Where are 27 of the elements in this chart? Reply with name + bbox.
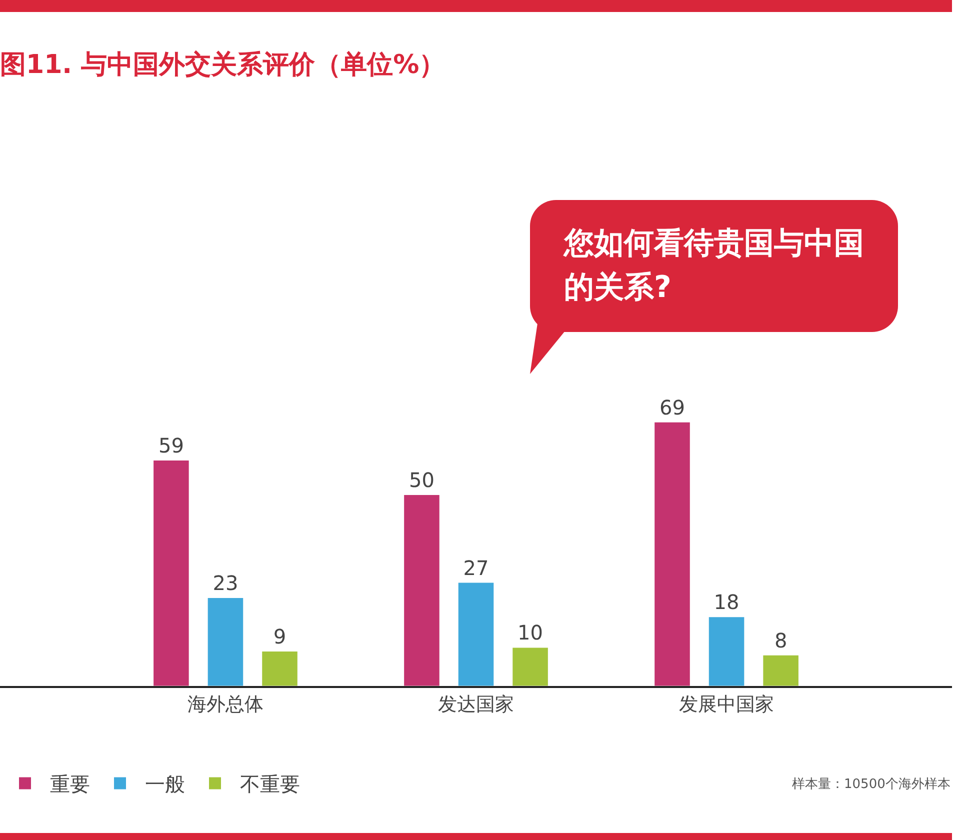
bar xyxy=(763,655,798,686)
data-label: 59 xyxy=(158,434,184,458)
data-label: 69 xyxy=(660,395,685,420)
bar xyxy=(458,582,494,686)
legend-label: 一般 xyxy=(145,772,185,796)
legend-label: 重要 xyxy=(50,772,90,796)
bar xyxy=(154,460,189,686)
data-label: 50 xyxy=(408,468,434,492)
data-label: 18 xyxy=(714,590,740,614)
bar xyxy=(708,617,744,686)
x-tick-label: 发展中国家 xyxy=(679,694,774,716)
legend-label: 不重要 xyxy=(240,772,300,796)
data-label: 27 xyxy=(463,556,489,580)
text: 样本量：10500个海外样本 xyxy=(792,777,950,792)
x-tick-label: 海外总体 xyxy=(187,694,264,716)
text: 您如何看待贵国与中国的关系? xyxy=(530,200,898,332)
bar xyxy=(654,422,690,686)
bar xyxy=(512,648,548,686)
data-label: 10 xyxy=(518,620,544,645)
bar xyxy=(404,494,440,686)
x-tick-label: 发达国家 xyxy=(438,694,514,716)
data-label: 8 xyxy=(774,628,788,652)
bar xyxy=(208,598,244,686)
data-label: 9 xyxy=(273,624,286,649)
bar xyxy=(262,652,298,686)
data-label: 23 xyxy=(212,571,238,596)
chart-title: 图11. 与中国外交关系评价（单位%） xyxy=(0,50,446,80)
